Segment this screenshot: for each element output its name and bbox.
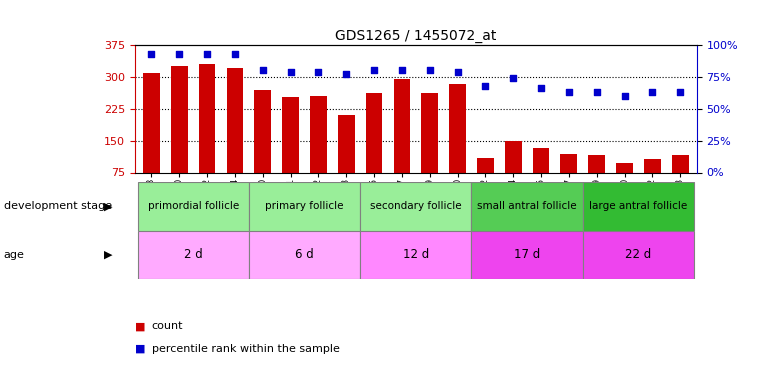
- Point: [646, 89, 658, 95]
- Bar: [477, 159, 494, 172]
- Text: 12 d: 12 d: [403, 249, 429, 261]
- Bar: [644, 159, 661, 172]
- Point: [618, 93, 631, 99]
- Bar: [360, 231, 471, 279]
- Point: [535, 86, 547, 92]
- Point: [340, 71, 353, 77]
- Bar: [338, 115, 354, 172]
- Bar: [588, 155, 605, 172]
- Bar: [226, 68, 243, 172]
- Title: GDS1265 / 1455072_at: GDS1265 / 1455072_at: [335, 28, 497, 43]
- Bar: [249, 182, 360, 231]
- Bar: [561, 154, 578, 173]
- Text: 22 d: 22 d: [625, 249, 651, 261]
- Text: small antral follicle: small antral follicle: [477, 201, 577, 211]
- Point: [201, 51, 213, 57]
- Point: [284, 69, 296, 75]
- Point: [563, 89, 575, 95]
- Bar: [583, 182, 694, 231]
- Point: [674, 89, 686, 95]
- Text: ■: ■: [135, 321, 146, 331]
- Text: development stage: development stage: [4, 201, 112, 211]
- Point: [368, 68, 380, 74]
- Text: 17 d: 17 d: [514, 249, 541, 261]
- Bar: [583, 231, 694, 279]
- Bar: [449, 84, 466, 172]
- Bar: [505, 141, 521, 172]
- Bar: [471, 231, 583, 279]
- Text: large antral follicle: large antral follicle: [589, 201, 688, 211]
- Bar: [249, 231, 360, 279]
- Point: [229, 51, 241, 57]
- Bar: [254, 90, 271, 172]
- Bar: [138, 231, 249, 279]
- Text: percentile rank within the sample: percentile rank within the sample: [152, 344, 340, 354]
- Bar: [616, 163, 633, 172]
- Text: count: count: [152, 321, 183, 331]
- Bar: [360, 182, 471, 231]
- Text: ▶: ▶: [104, 201, 112, 211]
- Bar: [671, 155, 688, 172]
- Point: [313, 69, 325, 75]
- Bar: [393, 79, 410, 172]
- Point: [146, 51, 158, 57]
- Point: [424, 68, 436, 74]
- Bar: [421, 93, 438, 172]
- Text: secondary follicle: secondary follicle: [370, 201, 461, 211]
- Bar: [471, 182, 583, 231]
- Bar: [171, 66, 188, 172]
- Point: [591, 89, 603, 95]
- Text: ■: ■: [135, 344, 146, 354]
- Point: [479, 83, 491, 89]
- Point: [256, 68, 269, 74]
- Bar: [366, 93, 383, 172]
- Point: [451, 69, 464, 75]
- Text: primary follicle: primary follicle: [265, 201, 343, 211]
- Bar: [199, 64, 216, 172]
- Bar: [138, 182, 249, 231]
- Bar: [283, 97, 299, 172]
- Bar: [533, 148, 549, 172]
- Point: [396, 68, 408, 74]
- Text: 6 d: 6 d: [295, 249, 314, 261]
- Bar: [143, 73, 160, 172]
- Point: [507, 75, 519, 81]
- Text: 2 d: 2 d: [184, 249, 203, 261]
- Text: ▶: ▶: [104, 250, 112, 260]
- Text: age: age: [4, 250, 25, 260]
- Point: [173, 51, 186, 57]
- Text: primordial follicle: primordial follicle: [148, 201, 239, 211]
- Bar: [310, 96, 326, 172]
